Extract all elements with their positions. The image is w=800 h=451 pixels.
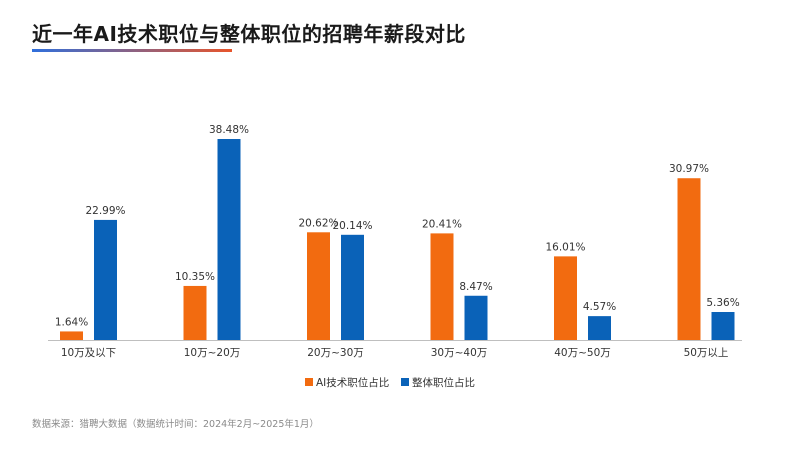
data-label-overall-2: 20.14% xyxy=(332,220,372,232)
legend-swatch-overall xyxy=(401,378,409,386)
page-title: 近一年AI技术职位与整体职位的招聘年薪段对比 xyxy=(32,22,466,46)
data-label-ai-1: 10.35% xyxy=(175,271,215,283)
data-label-overall-4: 4.57% xyxy=(583,301,616,313)
bar-ai-0 xyxy=(60,331,83,340)
data-label-ai-5: 30.97% xyxy=(669,163,709,175)
data-label-ai-2: 20.62% xyxy=(298,217,338,229)
data-label-overall-0: 22.99% xyxy=(85,205,125,217)
data-label-ai-4: 16.01% xyxy=(545,241,585,253)
x-tick-label-2: 20万~30万 xyxy=(307,347,364,359)
legend-label-overall: 整体职位占比 xyxy=(412,376,475,389)
title-underline xyxy=(32,49,232,52)
bar-ai-5 xyxy=(677,178,701,340)
bar-overall-3 xyxy=(464,295,488,340)
data-label-overall-5: 5.36% xyxy=(706,297,739,309)
bar-ai-1 xyxy=(183,285,207,340)
x-tick-label-5: 50万以上 xyxy=(684,347,729,359)
bar-ai-2 xyxy=(307,232,330,340)
bar-overall-1 xyxy=(217,139,241,340)
bar-ai-3 xyxy=(430,233,454,340)
data-label-ai-3: 20.41% xyxy=(422,218,462,230)
bar-overall-4 xyxy=(588,316,611,340)
data-label-overall-3: 8.47% xyxy=(459,281,492,293)
legend-label-ai: AI技术职位占比 xyxy=(316,376,389,389)
x-tick-label-3: 30万~40万 xyxy=(431,347,488,359)
bar-overall-2 xyxy=(341,234,364,340)
data-label-overall-1: 38.48% xyxy=(209,124,249,136)
data-source-note: 数据来源：猎聘大数据（数据统计时间：2024年2月~2025年1月） xyxy=(32,419,319,430)
x-tick-label-0: 10万及以下 xyxy=(61,347,116,359)
x-tick-label-4: 40万~50万 xyxy=(554,347,611,359)
legend-swatch-ai xyxy=(305,378,313,386)
data-label-ai-0: 1.64% xyxy=(55,316,88,328)
x-tick-label-1: 10万~20万 xyxy=(184,347,241,359)
bar-overall-0 xyxy=(94,219,117,340)
bar-overall-5 xyxy=(711,312,735,340)
bar-ai-4 xyxy=(554,256,577,340)
